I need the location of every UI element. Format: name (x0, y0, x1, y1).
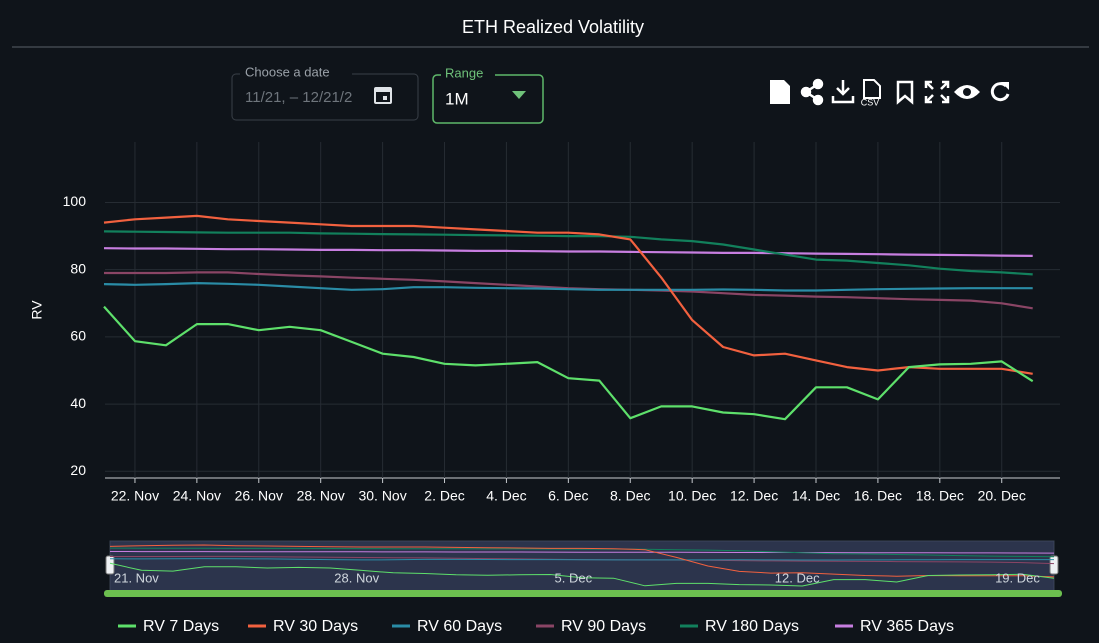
navigator-handle[interactable] (1049, 555, 1059, 575)
range-value: 1M (445, 89, 469, 108)
x-tick-label: 24. Nov (173, 488, 221, 504)
y-tick-label: 60 (70, 328, 86, 344)
y-tick-label: 20 (70, 462, 86, 478)
refresh-shape (990, 82, 1010, 102)
csv-shape (863, 79, 881, 99)
range-select[interactable]: Range 1M (432, 65, 544, 124)
eye-icon[interactable] (954, 85, 980, 99)
csv-icon[interactable]: CSV (861, 79, 881, 107)
bookmark-icon[interactable] (896, 80, 914, 105)
x-tick-label: 30. Nov (358, 488, 406, 504)
legend-label: RV 30 Days (273, 618, 358, 635)
date-label-bg (240, 66, 352, 80)
share-dot (812, 78, 824, 90)
navigator-line (109, 544, 1055, 578)
x-tick-label: 12. Dec (730, 488, 778, 504)
share-dot (812, 94, 824, 106)
legend-item[interactable]: RV 60 Days (392, 618, 502, 635)
navigator-label: 5. Dec (555, 570, 593, 585)
calendar-day (383, 96, 387, 100)
eye-pupil (963, 88, 971, 96)
navigator-line (109, 551, 1055, 554)
series-line (103, 305, 1034, 421)
chart-title: ETH Realized Volatility (462, 17, 644, 37)
bookmark-shape (896, 80, 914, 105)
report-shape (770, 80, 790, 104)
y-axis-label: RV (29, 300, 45, 320)
navigator-label: 28. Nov (334, 570, 379, 585)
csv-label: CSV (861, 97, 880, 107)
x-tick-label: 26. Nov (235, 488, 283, 504)
x-tick-label: 14. Dec (792, 488, 840, 504)
download-shape (831, 80, 855, 104)
x-tick-label: 16. Dec (854, 488, 902, 504)
legend-item[interactable]: RV 90 Days (536, 618, 646, 635)
download-icon[interactable] (831, 80, 855, 104)
navigator-label: 12. Dec (775, 570, 820, 585)
fullscreen-icon[interactable] (924, 80, 950, 104)
calendar-icon[interactable] (374, 87, 392, 104)
y-tick-label: 40 (70, 395, 86, 411)
y-tick-label: 80 (70, 260, 86, 276)
toolbar: CSV (770, 78, 1010, 107)
x-tick-label: 2. Dec (424, 488, 464, 504)
x-tick-label: 18. Dec (916, 488, 964, 504)
share-dot (800, 86, 812, 98)
navigator-line (109, 547, 1055, 558)
x-tick-label: 22. Nov (111, 488, 159, 504)
navigator-scrollbar[interactable] (104, 590, 1062, 597)
legend-label: RV 180 Days (705, 618, 799, 635)
navigator-line (109, 558, 1054, 561)
x-tick-label: 4. Dec (486, 488, 526, 504)
series-line (103, 230, 1033, 276)
series-line (103, 282, 1033, 292)
series-line (103, 214, 1033, 375)
series-line (103, 247, 1033, 257)
x-tick-label: 28. Nov (297, 488, 345, 504)
y-tick-label: 100 (63, 193, 87, 209)
x-tick-label: 6. Dec (548, 488, 588, 504)
navigator-label: 19. Dec (995, 570, 1040, 585)
legend-label: RV 90 Days (561, 618, 646, 635)
date-value: 11/21, – 12/21/2 (245, 89, 352, 106)
share-icon[interactable] (800, 78, 824, 106)
x-tick-label: 10. Dec (668, 488, 716, 504)
range-arrow (512, 91, 526, 99)
range-label: Range (445, 65, 483, 80)
refresh-icon[interactable] (990, 82, 1010, 102)
legend-item[interactable]: RV 365 Days (835, 618, 954, 635)
legend-item[interactable]: RV 7 Days (118, 618, 219, 635)
legend-label: RV 365 Days (860, 618, 954, 635)
refresh-arrow (1001, 82, 1009, 90)
navigator-line (109, 562, 1055, 587)
report-icon[interactable] (770, 80, 790, 104)
legend-item[interactable]: RV 180 Days (680, 618, 799, 635)
calendar-top (375, 88, 391, 92)
x-tick-label: 8. Dec (610, 488, 650, 504)
legend-item[interactable]: RV 30 Days (248, 618, 358, 635)
x-tick-label: 20. Dec (978, 488, 1026, 504)
legend-label: RV 7 Days (143, 618, 219, 635)
date-label: Choose a date (245, 64, 330, 79)
date-picker[interactable]: Choose a date 11/21, – 12/21/2 (231, 64, 419, 121)
fullscreen-shape (924, 80, 950, 104)
range-label-bg (441, 67, 495, 81)
legend-label: RV 60 Days (417, 618, 502, 635)
navigator-label: 21. Nov (114, 570, 159, 585)
